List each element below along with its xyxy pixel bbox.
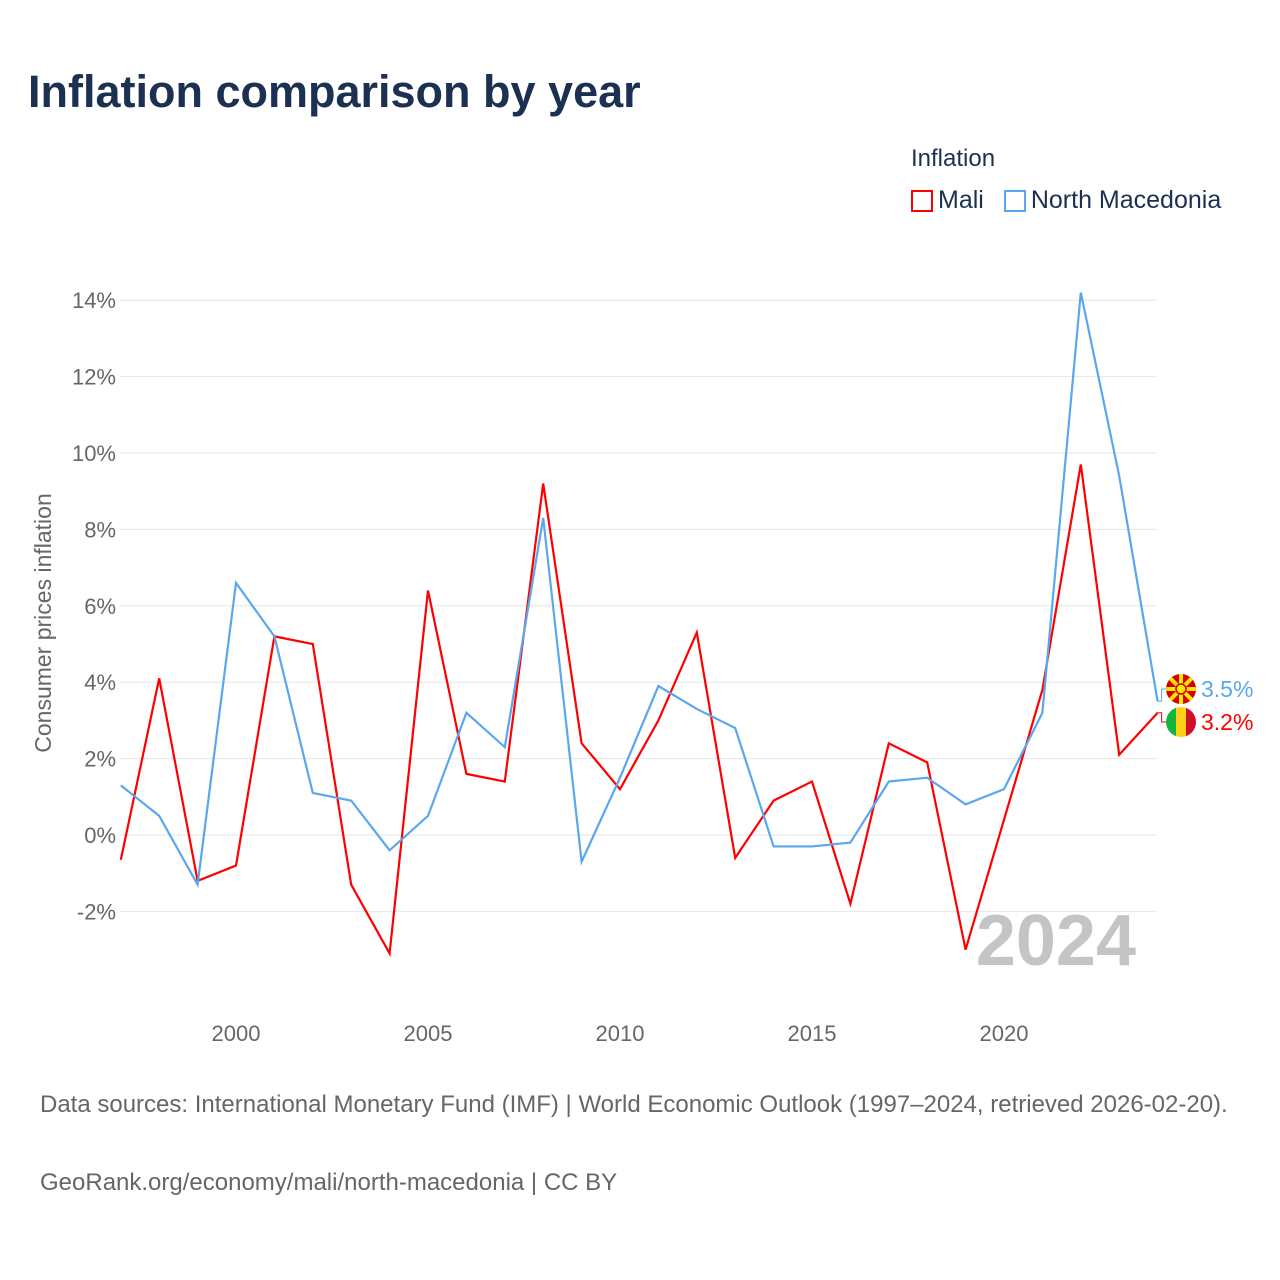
legend: Mali North Macedonia: [911, 186, 1221, 215]
y-tick-label: 12%: [72, 365, 116, 390]
flag-stripe: [1176, 707, 1186, 737]
y-tick-label: 8%: [84, 517, 116, 542]
chart-title: Inflation comparison by year: [28, 66, 641, 117]
end-connector-mali: [1157, 712, 1166, 723]
footer-sources: Data sources: International Monetary Fun…: [40, 1091, 1228, 1118]
legend-label-north-macedonia: North Macedonia: [1030, 186, 1222, 214]
flag-sun: [1175, 683, 1187, 695]
series-line-mali: [119, 464, 1159, 957]
y-tick-label: 2%: [84, 747, 116, 772]
y-tick-label: 4%: [84, 670, 116, 695]
year-watermark: 2024: [976, 901, 1136, 981]
legend-item-mali[interactable]: Mali: [911, 186, 984, 215]
y-tick-label: 0%: [84, 823, 116, 848]
x-tick-label: 2000: [212, 1021, 261, 1046]
legend-item-north-macedonia[interactable]: North Macedonia: [1003, 186, 1222, 215]
legend-label-mali: Mali: [938, 186, 984, 214]
flag-icon-north-macedonia: [1166, 674, 1196, 704]
flag-body: [1166, 707, 1196, 737]
x-tick-label: 2020: [980, 1021, 1029, 1046]
flag-stripe: [1166, 707, 1176, 737]
y-tick-label: 10%: [72, 441, 116, 466]
end-connector-north-macedonia: [1157, 688, 1166, 702]
x-tick-label: 2015: [788, 1021, 837, 1046]
legend-swatch-north-macedonia: [1003, 189, 1026, 212]
legend-swatch-mali: [911, 189, 933, 212]
legend-title: Inflation: [911, 145, 996, 172]
y-tick-label: 6%: [84, 594, 116, 619]
flag-stripe: [1186, 707, 1196, 737]
footer-link[interactable]: GeoRank.org/economy/mali/north-macedonia…: [40, 1169, 618, 1196]
x-tick-label: 2010: [596, 1021, 645, 1046]
y-tick-label: -2%: [77, 899, 116, 924]
end-label-north-macedonia: 3.5%: [1201, 676, 1253, 702]
flag-body: [1166, 674, 1196, 704]
series-line-north-macedonia: [120, 292, 1159, 889]
y-tick-label: 14%: [72, 288, 116, 313]
y-axis-label: Consumer prices inflation: [30, 493, 56, 753]
end-label-mali: 3.2%: [1201, 709, 1253, 735]
flag-icon-mali: [1166, 707, 1196, 737]
x-tick-label: 2005: [404, 1021, 453, 1046]
